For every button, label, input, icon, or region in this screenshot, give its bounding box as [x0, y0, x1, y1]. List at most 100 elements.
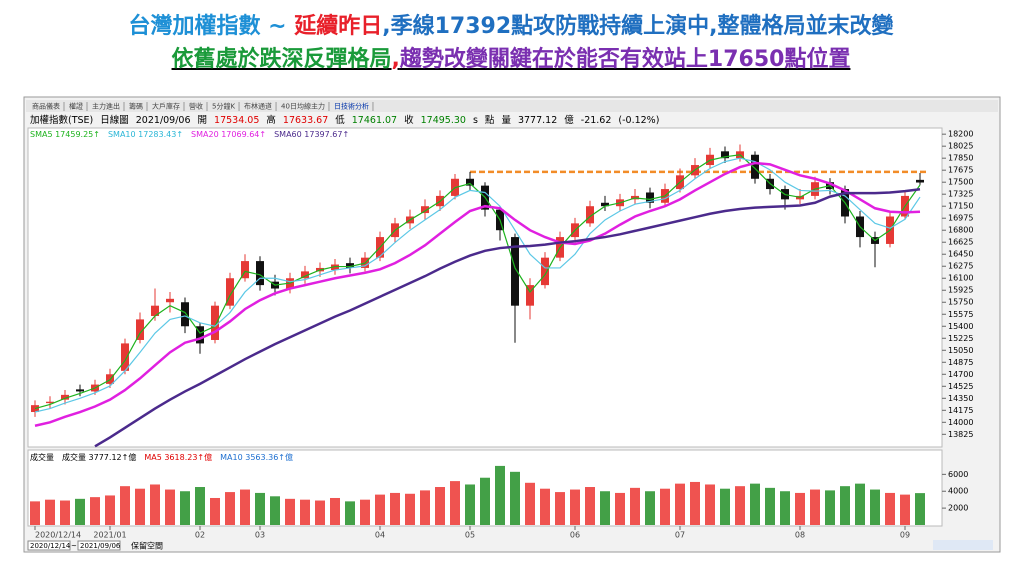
volume-bar	[495, 465, 505, 525]
ma-line	[34, 161, 921, 427]
x-tick-label: 2021/01	[93, 531, 126, 540]
volume-bar	[690, 481, 700, 525]
tab[interactable]: 40日均線主力	[281, 102, 325, 111]
date-box[interactable]	[77, 540, 121, 551]
volume-bar	[885, 492, 895, 525]
volume-bar	[855, 483, 865, 525]
volume-bar	[180, 491, 190, 525]
candle-body	[46, 401, 54, 404]
volume-bar	[645, 491, 655, 525]
tab[interactable]: 商品儀表	[32, 102, 60, 111]
toolbar-space: 保留空間	[131, 541, 163, 551]
volume-bar	[30, 501, 40, 525]
y-tick-label: 14000	[948, 418, 973, 427]
date-box[interactable]	[27, 540, 71, 551]
tab[interactable]: 主力進出	[92, 102, 120, 111]
candle-body	[226, 278, 234, 306]
y-tick-label: 17675	[948, 166, 973, 175]
volume-bar	[585, 487, 595, 525]
y-tick-label: 17325	[948, 190, 973, 199]
volume-bar	[105, 495, 115, 525]
headline-segment: 延續昨日	[294, 14, 383, 39]
info-text: 收	[404, 114, 414, 126]
y-tick-label: 16975	[948, 214, 973, 223]
y-tick-label: 16800	[948, 226, 973, 235]
volume-bar	[870, 489, 880, 525]
tab[interactable]: 日技術分析	[334, 102, 369, 111]
volume-bar	[555, 492, 565, 525]
y-tick-label: 15050	[948, 346, 973, 355]
ma-line	[34, 154, 921, 410]
toolbar-sep: ~	[71, 542, 77, 550]
info-text: 17534.05	[214, 115, 259, 126]
volume-legend-row: 成交量 成交量 3777.12↑億 MA5 3618.23↑億 MA10 3563.3…	[30, 452, 293, 462]
volume-bar	[525, 482, 535, 525]
ma-legend: SMA60 17397.67↑	[274, 130, 349, 139]
info-text: 2021/09/06	[136, 115, 191, 126]
tab[interactable]: 營收	[189, 102, 203, 111]
volume-bar	[225, 492, 235, 525]
candle-body	[181, 302, 189, 327]
y-tick-label: 16275	[948, 262, 973, 271]
volume-bar	[405, 493, 415, 525]
y-tick-label: 17150	[948, 202, 973, 211]
tab[interactable]: 權證	[69, 102, 83, 111]
tab[interactable]: 籌碼	[129, 102, 143, 111]
info-text-row: 加權指數(TSE) 日線圖 2021/09/06 開 17534.05 高 17633.67…	[30, 114, 659, 126]
x-tick-label: 09	[900, 531, 910, 540]
ma-legend: SMA20 17069.64↑	[191, 130, 266, 139]
candle-body	[511, 237, 519, 306]
y-tick-label: 14525	[948, 382, 973, 391]
tab[interactable]: 布林通道	[244, 102, 272, 111]
y-tick-label: 14175	[948, 406, 973, 415]
candle-body	[121, 343, 129, 371]
price-panel	[27, 127, 943, 448]
y-tick-label: 18025	[948, 142, 973, 151]
volume-bar	[120, 486, 130, 525]
tab-bar	[26, 100, 998, 112]
candle-body	[346, 263, 354, 268]
volume-tick-label: 6000	[948, 470, 968, 479]
volume-bar	[255, 492, 265, 525]
volume-bar	[735, 486, 745, 525]
headline-segment: 台灣加權指數 ~	[128, 14, 295, 39]
candle-body	[916, 179, 924, 183]
y-tick-label: 17850	[948, 154, 973, 163]
x-tick-label: 06	[570, 531, 580, 540]
headline-segment: 依舊處於跌深反彈格局	[171, 47, 392, 72]
zoom-control[interactable]	[933, 540, 993, 550]
x-tick-label: 02	[195, 531, 205, 540]
volume-bar	[285, 498, 295, 525]
info-text: (-0.12%)	[618, 115, 659, 126]
volume-legend: MA10 3563.36↑億	[220, 452, 293, 462]
volume-bar	[165, 489, 175, 525]
y-tick-label: 14875	[948, 358, 973, 367]
headline-segment: 趨勢改變關鍵在於能否有效站上17650點位置	[399, 47, 851, 72]
volume-bar	[315, 500, 325, 525]
candle-body	[166, 298, 174, 303]
x-tick-label: 07	[675, 531, 685, 540]
candle-body	[61, 394, 69, 400]
info-text: 點	[485, 114, 495, 126]
volume-bar	[540, 488, 550, 525]
y-tick-label: 15575	[948, 310, 973, 319]
volume-bar	[330, 497, 340, 525]
info-text: 17461.07	[352, 115, 397, 126]
volume-bar	[375, 494, 385, 525]
tab[interactable]: 大戶庫存	[152, 102, 180, 111]
volume-bar	[765, 487, 775, 525]
info-text: 17495.30	[421, 115, 466, 126]
x-tick-label: 04	[375, 531, 385, 540]
volume-bar	[660, 488, 670, 525]
y-tick-label: 15750	[948, 298, 973, 307]
candle-body	[601, 202, 609, 207]
y-tick-label: 17500	[948, 178, 973, 187]
tab[interactable]: 5分鐘K	[212, 102, 235, 111]
info-text: 3777.12	[518, 115, 557, 126]
volume-bar	[570, 489, 580, 525]
x-tick-label: 03	[255, 531, 265, 540]
toolbar-from: 2020/12/14	[30, 542, 71, 550]
info-text: 低	[335, 114, 345, 126]
volume-bar	[45, 499, 55, 525]
